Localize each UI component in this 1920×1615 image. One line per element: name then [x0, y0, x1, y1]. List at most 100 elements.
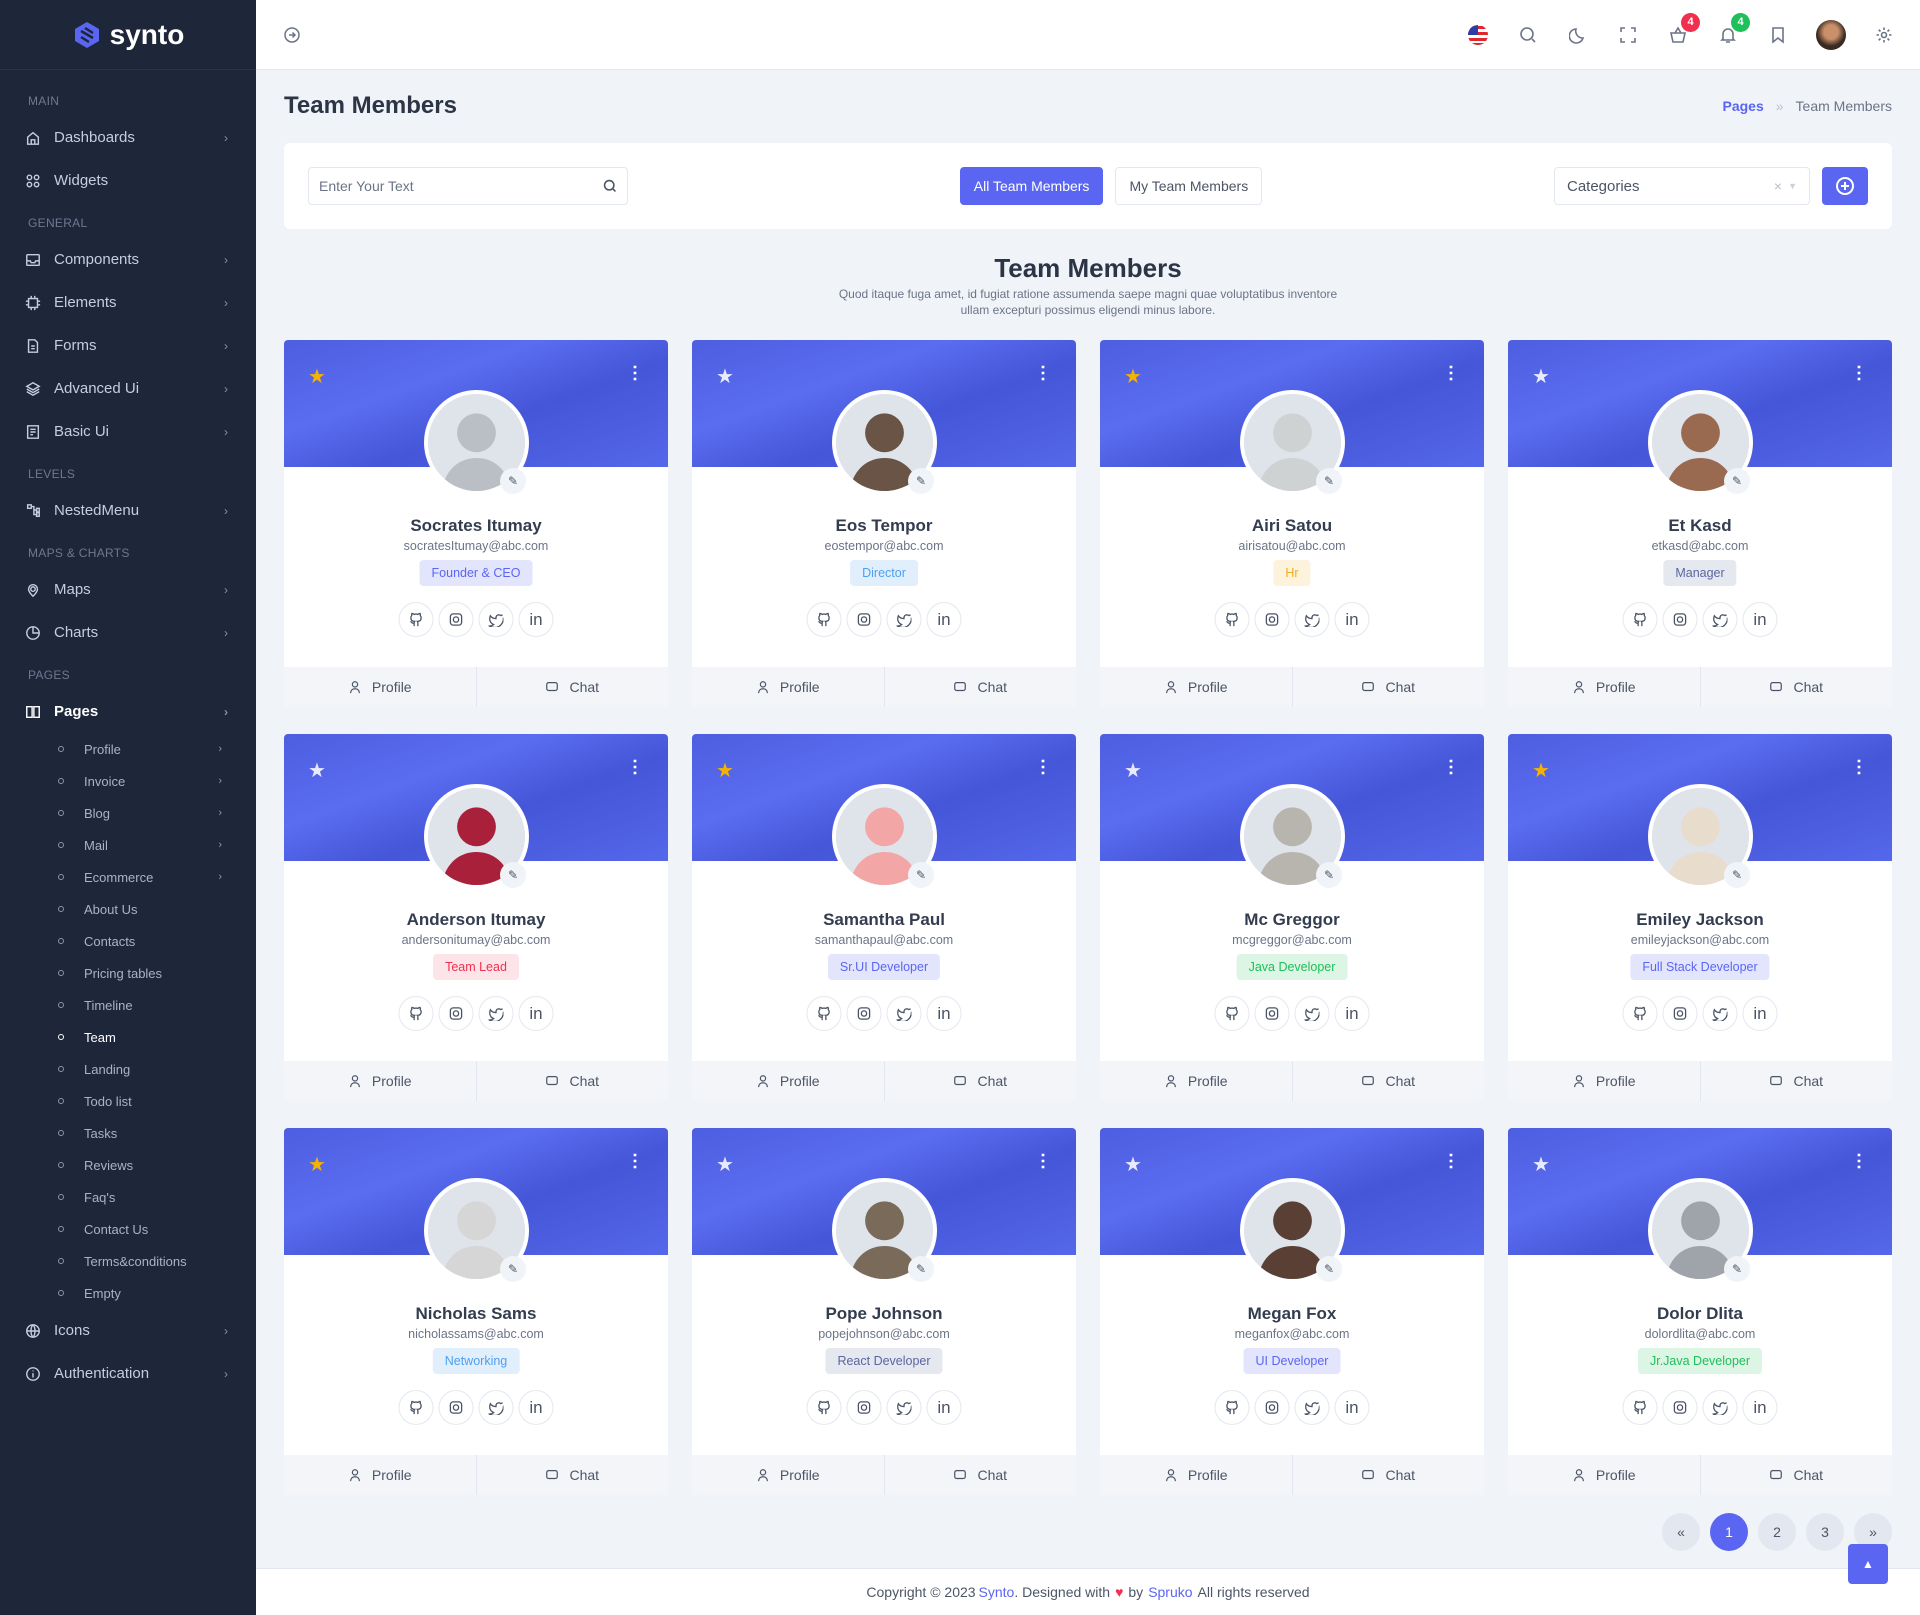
linkedin-icon[interactable]: in [1742, 602, 1778, 637]
more-options-icon[interactable]: ⋯ [1441, 1152, 1461, 1170]
linkedin-icon[interactable]: in [926, 602, 962, 637]
profile-button[interactable]: Profile [692, 1061, 884, 1101]
sidebar-item-icons[interactable]: Icons › [0, 1309, 256, 1352]
instagram-icon[interactable] [438, 996, 474, 1031]
chat-button[interactable]: Chat [1699, 1061, 1893, 1101]
twitter-icon[interactable] [1294, 602, 1330, 637]
chat-button[interactable]: Chat [883, 1061, 1077, 1101]
star-icon[interactable]: ★ [716, 1154, 734, 1176]
breadcrumb-pages-link[interactable]: Pages [1722, 98, 1764, 114]
github-icon[interactable] [1214, 602, 1250, 637]
linkedin-icon[interactable]: in [1334, 996, 1370, 1031]
profile-button[interactable]: Profile [1508, 1061, 1700, 1101]
instagram-icon[interactable] [1662, 1390, 1698, 1425]
sidebar-subitem-team[interactable]: Team [0, 1021, 256, 1053]
linkedin-icon[interactable]: in [1742, 1390, 1778, 1425]
add-member-button[interactable] [1821, 167, 1868, 205]
pagination-page[interactable]: 1 [1710, 1513, 1748, 1551]
edit-pencil-icon[interactable]: ✎ [908, 468, 934, 494]
more-options-icon[interactable]: ⋯ [625, 1152, 645, 1170]
profile-button[interactable]: Profile [692, 1455, 884, 1495]
star-icon[interactable]: ★ [308, 366, 326, 388]
star-icon[interactable]: ★ [308, 1154, 326, 1176]
instagram-icon[interactable] [1662, 602, 1698, 637]
more-options-icon[interactable]: ⋯ [1033, 758, 1053, 776]
sidebar-subitem-invoice[interactable]: Invoice › [0, 765, 256, 797]
more-options-icon[interactable]: ⋯ [1033, 1152, 1053, 1170]
sidebar-item-forms[interactable]: Forms › [0, 324, 256, 367]
sidebar-item-maps[interactable]: Maps › [0, 568, 256, 611]
linkedin-icon[interactable]: in [1334, 1390, 1370, 1425]
linkedin-icon[interactable]: in [518, 1390, 554, 1425]
instagram-icon[interactable] [1254, 1390, 1290, 1425]
more-options-icon[interactable]: ⋯ [1849, 364, 1869, 382]
sidebar-subitem-contacts[interactable]: Contacts [0, 925, 256, 957]
instagram-icon[interactable] [438, 602, 474, 637]
edit-pencil-icon[interactable]: ✎ [1316, 1256, 1342, 1282]
github-icon[interactable] [1214, 1390, 1250, 1425]
github-icon[interactable] [398, 1390, 434, 1425]
tab-my-team-members[interactable]: My Team Members [1115, 167, 1263, 205]
github-icon[interactable] [1622, 996, 1658, 1031]
star-icon[interactable]: ★ [1124, 760, 1142, 782]
profile-button[interactable]: Profile [1100, 1061, 1292, 1101]
chat-button[interactable]: Chat [475, 1061, 669, 1101]
bookmark-icon[interactable] [1766, 23, 1790, 47]
pagination-page[interactable]: 2 [1758, 1513, 1796, 1551]
sidebar-item-advanced-ui[interactable]: Advanced Ui › [0, 367, 256, 410]
sidebar-subitem-faq-s[interactable]: Faq's [0, 1181, 256, 1213]
twitter-icon[interactable] [886, 996, 922, 1031]
sidebar-subitem-timeline[interactable]: Timeline [0, 989, 256, 1021]
more-options-icon[interactable]: ⋯ [1849, 1152, 1869, 1170]
twitter-icon[interactable] [886, 1390, 922, 1425]
search-icon[interactable] [1516, 23, 1540, 47]
instagram-icon[interactable] [846, 996, 882, 1031]
linkedin-icon[interactable]: in [518, 602, 554, 637]
github-icon[interactable] [1622, 1390, 1658, 1425]
cart-icon[interactable]: 4 [1666, 12, 1700, 47]
github-icon[interactable] [1214, 996, 1250, 1031]
edit-pencil-icon[interactable]: ✎ [1724, 468, 1750, 494]
moon-icon[interactable] [1566, 23, 1590, 47]
star-icon[interactable]: ★ [308, 760, 326, 782]
bell-icon[interactable]: 4 [1716, 12, 1750, 47]
star-icon[interactable]: ★ [1124, 1154, 1142, 1176]
sidebar-subitem-pricing-tables[interactable]: Pricing tables [0, 957, 256, 989]
categories-select[interactable]: Categories × ▼ [1553, 167, 1810, 205]
edit-pencil-icon[interactable]: ✎ [1316, 468, 1342, 494]
more-options-icon[interactable]: ⋯ [625, 364, 645, 382]
github-icon[interactable] [806, 1390, 842, 1425]
edit-pencil-icon[interactable]: ✎ [908, 1256, 934, 1282]
star-icon[interactable]: ★ [716, 366, 734, 388]
more-options-icon[interactable]: ⋯ [1441, 758, 1461, 776]
chat-button[interactable]: Chat [475, 1455, 669, 1495]
sidebar-item-charts[interactable]: Charts › [0, 611, 256, 654]
user-avatar[interactable] [1816, 19, 1846, 50]
sidebar-toggle-icon[interactable] [280, 23, 304, 47]
sidebar-item-nestedmenu[interactable]: NestedMenu › [0, 489, 256, 532]
edit-pencil-icon[interactable]: ✎ [1724, 1256, 1750, 1282]
footer-company-link[interactable]: Spruko [1148, 1584, 1193, 1600]
footer-brand-link[interactable]: Synto [978, 1584, 1015, 1600]
sidebar-subitem-todo-list[interactable]: Todo list [0, 1085, 256, 1117]
sidebar-item-pages[interactable]: Pages › [0, 690, 256, 733]
twitter-icon[interactable] [1294, 1390, 1330, 1425]
profile-button[interactable]: Profile [284, 667, 476, 707]
star-icon[interactable]: ★ [1532, 760, 1550, 782]
more-options-icon[interactable]: ⋯ [1849, 758, 1869, 776]
chat-button[interactable]: Chat [1291, 1061, 1485, 1101]
instagram-icon[interactable] [438, 1390, 474, 1425]
sidebar-subitem-profile[interactable]: Profile › [0, 733, 256, 765]
twitter-icon[interactable] [478, 1390, 514, 1425]
sidebar-subitem-mail[interactable]: Mail › [0, 829, 256, 861]
pagination-page[interactable]: 3 [1806, 1513, 1844, 1551]
star-icon[interactable]: ★ [1532, 366, 1550, 388]
sidebar-subitem-terms-conditions[interactable]: Terms&conditions [0, 1245, 256, 1277]
sidebar-item-widgets[interactable]: Widgets [0, 159, 256, 202]
profile-button[interactable]: Profile [1508, 667, 1700, 707]
linkedin-icon[interactable]: in [926, 996, 962, 1031]
profile-button[interactable]: Profile [284, 1455, 476, 1495]
sidebar-subitem-reviews[interactable]: Reviews [0, 1149, 256, 1181]
github-icon[interactable] [806, 996, 842, 1031]
chat-button[interactable]: Chat [1699, 667, 1893, 707]
